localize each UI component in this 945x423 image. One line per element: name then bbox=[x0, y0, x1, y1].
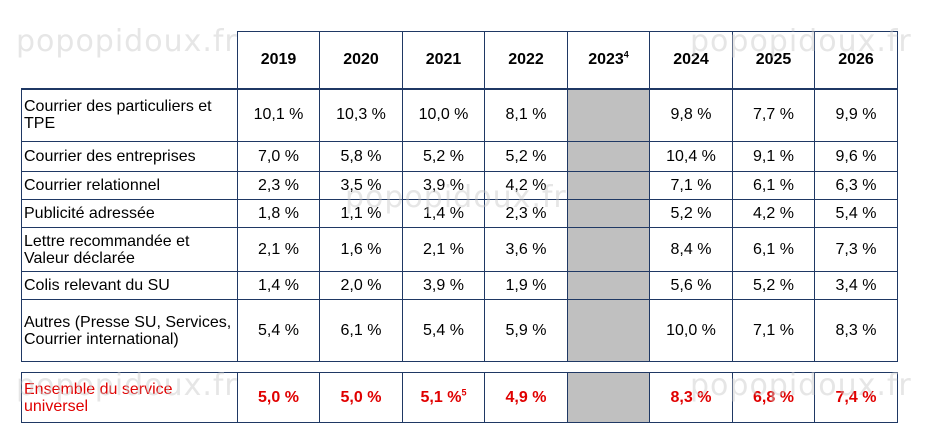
total-table: Ensemble du service universel 5,0 % 5,0 … bbox=[21, 372, 898, 423]
row-label: Lettre recommandée et Valeur déclarée bbox=[21, 227, 238, 272]
row-label: Colis relevant du SU bbox=[21, 271, 238, 300]
row-label: Courrier des entreprises bbox=[21, 141, 238, 172]
table-cell: 10,1 % bbox=[237, 88, 320, 142]
table-cell: 3,9 % bbox=[402, 171, 485, 200]
table-cell: 5,2 % bbox=[649, 199, 733, 228]
col-header-2023: 20234 bbox=[567, 31, 650, 90]
cell-2023-blank bbox=[567, 271, 650, 300]
table-cell: 5,8 % bbox=[319, 141, 403, 172]
tariff-table: 2019 2020 2021 2022 20234 2024 2025 2026… bbox=[21, 31, 898, 362]
table-cell: 5,6 % bbox=[649, 271, 733, 300]
total-2022: 4,9 % bbox=[484, 372, 568, 423]
table-cell: 2,1 % bbox=[237, 227, 320, 272]
table-cell: 9,8 % bbox=[649, 88, 733, 142]
cell-2023-blank bbox=[567, 88, 650, 142]
table-cell: 6,3 % bbox=[814, 171, 898, 200]
col-header-2020: 2020 bbox=[319, 31, 403, 90]
table-cell: 6,1 % bbox=[732, 171, 815, 200]
total-2025: 6,8 % bbox=[732, 372, 815, 423]
row-label: Autres (Presse SU, Services, Courrier in… bbox=[21, 299, 238, 362]
table-cell: 3,5 % bbox=[319, 171, 403, 200]
table-cell: 10,0 % bbox=[402, 88, 485, 142]
table-cell: 7,1 % bbox=[732, 299, 815, 362]
col-2023-footnote: 4 bbox=[623, 49, 629, 60]
table-cell: 8,1 % bbox=[484, 88, 568, 142]
table-row: Courrier relationnel 2,3 % 3,5 % 3,9 % 4,2 %… bbox=[21, 171, 898, 200]
table-cell: 1,4 % bbox=[402, 199, 485, 228]
table-cell: 8,3 % bbox=[814, 299, 898, 362]
table-cell: 9,6 % bbox=[814, 141, 898, 172]
cell-2023-blank bbox=[567, 299, 650, 362]
col-header-2022: 2022 bbox=[484, 31, 568, 90]
row-label: Publicité adressée bbox=[21, 199, 238, 228]
table-cell: 5,4 % bbox=[237, 299, 320, 362]
col-header-2019: 2019 bbox=[237, 31, 320, 90]
total-2021: 5,1 %5 bbox=[402, 372, 485, 423]
table-cell: 4,2 % bbox=[732, 199, 815, 228]
header-corner bbox=[21, 31, 238, 90]
col-header-2024: 2024 bbox=[649, 31, 733, 90]
total-2026: 7,4 % bbox=[814, 372, 898, 423]
table-cell: 3,9 % bbox=[402, 271, 485, 300]
table-cell: 3,4 % bbox=[814, 271, 898, 300]
table-cell: 1,6 % bbox=[319, 227, 403, 272]
table-cell: 7,1 % bbox=[649, 171, 733, 200]
table-cell: 5,2 % bbox=[484, 141, 568, 172]
col-header-2026: 2026 bbox=[814, 31, 898, 90]
table-cell: 7,3 % bbox=[814, 227, 898, 272]
table-cell: 2,1 % bbox=[402, 227, 485, 272]
table-cell: 2,3 % bbox=[237, 171, 320, 200]
table-cell: 7,0 % bbox=[237, 141, 320, 172]
table-cell: 6,1 % bbox=[732, 227, 815, 272]
table-cell: 9,1 % bbox=[732, 141, 815, 172]
total-2024: 8,3 % bbox=[649, 372, 733, 423]
table-cell: 1,9 % bbox=[484, 271, 568, 300]
table-cell: 7,7 % bbox=[732, 88, 815, 142]
total-row: Ensemble du service universel 5,0 % 5,0 … bbox=[21, 372, 898, 423]
cell-2023-blank bbox=[567, 141, 650, 172]
table-row: Colis relevant du SU 1,4 % 2,0 % 3,9 % 1,9 %… bbox=[21, 271, 898, 300]
table-cell: 1,8 % bbox=[237, 199, 320, 228]
cell-2023-blank bbox=[567, 227, 650, 272]
table-cell: 10,0 % bbox=[649, 299, 733, 362]
table-cell: 5,2 % bbox=[402, 141, 485, 172]
table-cell: 6,1 % bbox=[319, 299, 403, 362]
table-row: Publicité adressée 1,8 % 1,1 % 1,4 % 2,3 % 5,… bbox=[21, 199, 898, 228]
table-row: Courrier des entreprises 7,0 % 5,8 % 5,2 % 5… bbox=[21, 141, 898, 172]
col-header-2025: 2025 bbox=[732, 31, 815, 90]
table-cell: 5,4 % bbox=[402, 299, 485, 362]
table-cell: 10,3 % bbox=[319, 88, 403, 142]
table-cell: 10,4 % bbox=[649, 141, 733, 172]
table-cell: 1,1 % bbox=[319, 199, 403, 228]
header-row: 2019 2020 2021 2022 20234 2024 2025 2026 bbox=[21, 31, 898, 90]
table-cell: 1,4 % bbox=[237, 271, 320, 300]
table-cell: 4,2 % bbox=[484, 171, 568, 200]
row-label: Courrier relationnel bbox=[21, 171, 238, 200]
cell-2023-blank bbox=[567, 199, 650, 228]
total-label: Ensemble du service universel bbox=[21, 372, 238, 423]
table-row: Courrier des particuliers et TPE 10,1 % 10… bbox=[21, 88, 898, 142]
table-cell: 2,0 % bbox=[319, 271, 403, 300]
col-header-2021: 2021 bbox=[402, 31, 485, 90]
table-cell: 9,9 % bbox=[814, 88, 898, 142]
total-2021-footnote: 5 bbox=[461, 387, 467, 398]
total-2020: 5,0 % bbox=[319, 372, 403, 423]
total-2023-blank bbox=[567, 372, 650, 423]
table-cell: 2,3 % bbox=[484, 199, 568, 228]
total-2019: 5,0 % bbox=[237, 372, 320, 423]
table-cell: 5,4 % bbox=[814, 199, 898, 228]
table-cell: 3,6 % bbox=[484, 227, 568, 272]
row-label: Courrier des particuliers et TPE bbox=[21, 88, 238, 142]
table-row: Lettre recommandée et Valeur déclarée 2,1… bbox=[21, 227, 898, 272]
table-cell: 5,2 % bbox=[732, 271, 815, 300]
table-cell: 5,9 % bbox=[484, 299, 568, 362]
cell-2023-blank bbox=[567, 171, 650, 200]
table-cell: 8,4 % bbox=[649, 227, 733, 272]
table-row: Autres (Presse SU, Services, Courrier in… bbox=[21, 299, 898, 362]
